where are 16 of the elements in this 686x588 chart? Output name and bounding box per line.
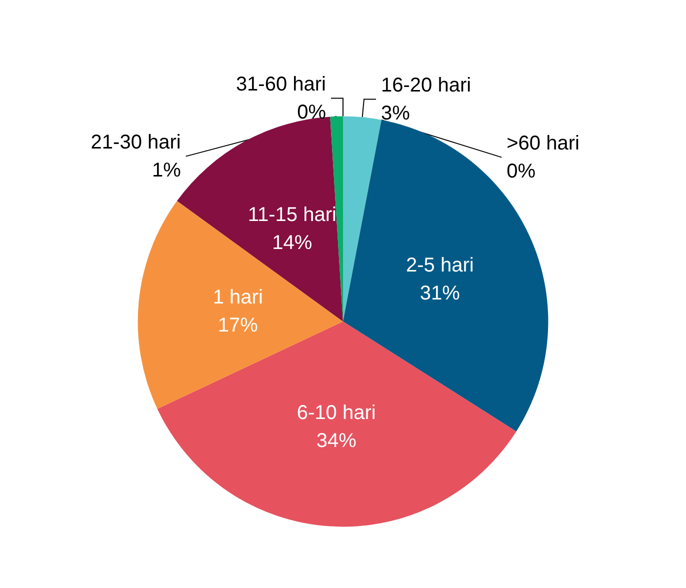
data-label: 34%	[316, 430, 357, 452]
data-label: 3%	[381, 102, 410, 124]
slice-label: 6-10 hari	[296, 402, 376, 424]
slice-label: 1 hari	[212, 286, 263, 309]
data-label: 31%	[420, 282, 460, 305]
slice-label: 11-15 hari	[248, 204, 336, 226]
data-label: 14%	[272, 232, 312, 254]
category-label: 31-60 hari	[236, 73, 326, 96]
slice-label: 21-30 hari	[90, 131, 181, 154]
text: 0%	[297, 101, 326, 124]
slice-label: 2-5 hari	[406, 254, 474, 277]
data-label: 1%	[152, 159, 182, 182]
data-label: 17%	[218, 314, 258, 337]
text: 0%	[506, 160, 536, 182]
category-label: >60 hari	[506, 132, 580, 154]
slice-label: 16-20 hari	[381, 74, 472, 96]
